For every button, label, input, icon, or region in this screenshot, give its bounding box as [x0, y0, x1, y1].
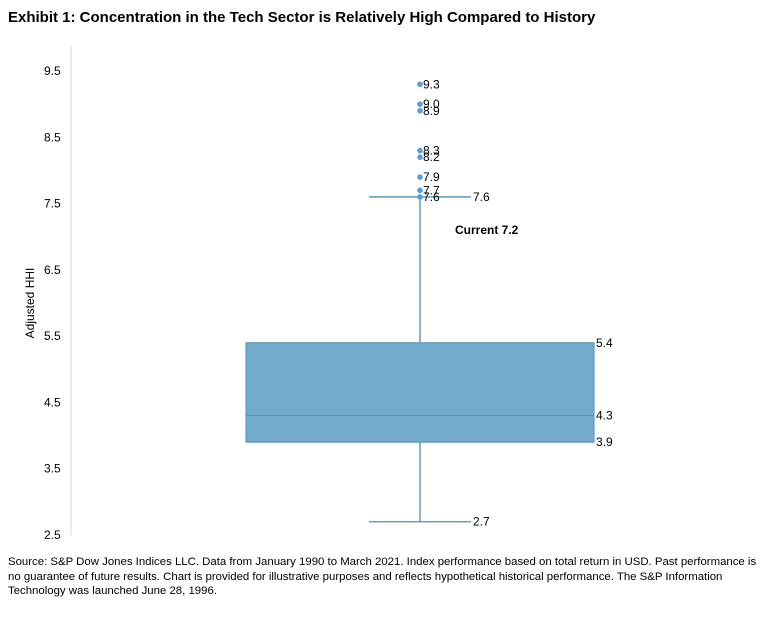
y-tick-label: 2.5 [44, 528, 61, 542]
y-tick-label: 4.5 [44, 395, 61, 409]
y-tick-label: 7.5 [44, 197, 61, 211]
whisker-high-label: 7.6 [473, 190, 490, 204]
source-note: Source: S&P Dow Jones Indices LLC. Data … [8, 556, 757, 597]
outlier-label: 7.6 [423, 190, 440, 204]
outlier-label: 7.7 [423, 183, 440, 197]
chart-title: Exhibit 1: Concentration in the Tech Sec… [8, 9, 596, 26]
y-tick-label: 8.5 [44, 130, 61, 144]
outlier-point [417, 147, 423, 154]
interquartile-box [245, 342, 595, 443]
y-tick-label: 9.5 [44, 64, 61, 78]
median-label: 4.3 [596, 409, 613, 423]
outlier-label: 8.9 [423, 104, 440, 118]
outlier-label: 9.3 [423, 77, 440, 91]
y-axis-label: Adjusted HHI [23, 268, 37, 339]
y-tick-label: 5.5 [44, 329, 61, 343]
whisker-low-label: 2.7 [473, 515, 490, 529]
outlier-point [417, 107, 423, 114]
y-tick-labels: 9.5 8.5 7.5 6.5 5.5 4.5 3.5 2.5 [44, 64, 61, 542]
y-tick-label: 3.5 [44, 462, 61, 476]
outlier-label: 8.3 [423, 144, 440, 158]
outlier-point [417, 81, 423, 88]
box-plot: 5.4 4.3 3.9 7.6 2.7 [245, 190, 613, 529]
q3-label: 5.4 [596, 336, 613, 350]
current-value-annotation: Current 7.2 [455, 223, 519, 237]
outlier-label: 8.2 [423, 150, 440, 164]
outlier-point [417, 194, 423, 200]
outliers: 9.3 9.08.9 8.38.2 7.97.77.6 [417, 77, 440, 204]
outlier-label: 9.0 [423, 97, 440, 111]
outlier-point [417, 101, 423, 107]
y-tick-label: 6.5 [44, 263, 61, 277]
outlier-point [417, 154, 423, 160]
outlier-label: 7.9 [423, 170, 440, 184]
q1-label: 3.9 [596, 435, 613, 449]
box-plot-chart: Adjusted HHI 9.5 8.5 7.5 6.5 5.5 4.5 3.5 2.5 5.… [23, 46, 613, 542]
outlier-point [417, 174, 423, 180]
outlier-point [417, 187, 423, 194]
